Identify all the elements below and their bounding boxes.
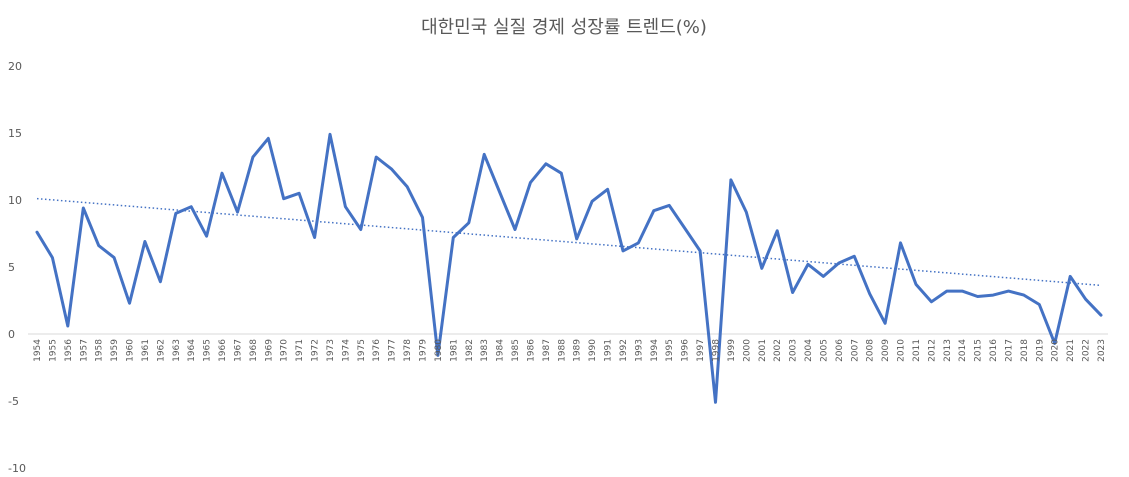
x-tick-label: 1973 (326, 339, 336, 362)
x-tick-label: 2002 (773, 339, 783, 362)
y-tick-label: 20 (8, 60, 22, 73)
y-tick-label: 0 (8, 328, 15, 341)
x-tick-label: 2023 (1097, 339, 1107, 362)
x-tick-label: 1967 (233, 339, 243, 362)
x-tick-label: 2017 (1004, 339, 1014, 362)
x-tick-label: 2020 (1051, 339, 1061, 362)
x-tick-label: 2000 (742, 339, 752, 362)
x-tick-label: 1964 (187, 339, 197, 362)
x-tick-label: 2016 (989, 339, 999, 362)
x-tick-label: 2019 (1035, 339, 1045, 362)
x-tick-label: 1970 (280, 339, 290, 362)
x-tick-label: 2003 (789, 339, 799, 362)
x-tick-label: 1982 (465, 339, 475, 362)
x-tick-label: 1961 (141, 339, 151, 362)
chart-title: 대한민국 실질 경제 성장률 트렌드(%) (421, 17, 707, 38)
x-tick-label: 2010 (897, 339, 907, 362)
x-tick-label: 1955 (48, 339, 58, 362)
x-tick-label: 2022 (1082, 339, 1092, 362)
x-tick-label: 1960 (126, 339, 136, 362)
x-tick-label: 1974 (341, 339, 351, 362)
x-tick-label: 1976 (372, 339, 382, 362)
x-tick-label: 2011 (912, 339, 922, 362)
x-tick-label: 1962 (156, 339, 166, 362)
x-tick-label: 1979 (419, 339, 429, 362)
x-tick-label: 2015 (974, 339, 984, 362)
x-tick-label: 1959 (110, 339, 120, 362)
x-tick-label: 2018 (1020, 339, 1030, 362)
x-tick-label: 1995 (665, 339, 675, 362)
x-tick-label: 1966 (218, 339, 228, 362)
x-tick-label: 2009 (881, 339, 891, 362)
y-tick-label: -5 (8, 395, 19, 408)
series-line (35, 132, 1103, 404)
x-tick-label: 1975 (357, 339, 367, 362)
x-tick-label: 1954 (33, 339, 43, 362)
x-tick-label: 1994 (650, 339, 660, 362)
x-tick-label: 1978 (403, 339, 413, 362)
x-tick-label: 1957 (79, 339, 89, 362)
x-tick-label: 1963 (172, 339, 182, 362)
x-tick-label: 1972 (311, 339, 321, 362)
x-tick-label: 2007 (850, 339, 860, 362)
x-tick-label: 1997 (696, 339, 706, 362)
x-tick-label: 1958 (95, 339, 105, 362)
x-tick-label: 1987 (542, 339, 552, 362)
x-tick-label: 1989 (573, 339, 583, 362)
x-tick-label: 1971 (295, 339, 305, 362)
x-tick-label: 1956 (64, 339, 74, 362)
x-tick-label: 1980 (434, 339, 444, 362)
x-axis-ticks: 1954 1955 1956 1957 1958 1959 1960 1961 1962 1963… (33, 339, 1107, 362)
series-group (35, 132, 1103, 404)
x-tick-label: 1991 (604, 339, 614, 362)
y-tick-label: 15 (8, 127, 22, 140)
y-axis-ticks: -10 -5 0 5 10 15 20 (8, 60, 26, 475)
x-tick-label: 1999 (727, 339, 737, 362)
x-tick-label: 1965 (203, 339, 213, 362)
x-tick-label: 1992 (619, 339, 629, 362)
x-tick-label: 1984 (496, 339, 506, 362)
x-tick-label: 2005 (819, 339, 829, 362)
x-tick-label: 1988 (557, 339, 567, 362)
x-tick-label: 2004 (804, 339, 814, 362)
x-tick-label: 2001 (758, 339, 768, 362)
x-tick-label: 2014 (958, 339, 968, 362)
x-tick-label: 1969 (264, 339, 274, 362)
x-tick-label: 1990 (588, 339, 598, 362)
y-tick-label: 5 (8, 261, 15, 274)
x-tick-label: 1985 (511, 339, 521, 362)
x-tick-label: 1981 (449, 339, 459, 362)
x-tick-label: 2013 (943, 339, 953, 362)
x-tick-label: 2006 (835, 339, 845, 362)
x-tick-label: 2021 (1066, 339, 1076, 362)
x-tick-label: 1968 (249, 339, 259, 362)
y-tick-label: 10 (8, 194, 22, 207)
x-tick-label: 1986 (526, 339, 536, 362)
x-tick-label: 1977 (388, 339, 398, 362)
x-tick-label: 2008 (866, 339, 876, 362)
x-tick-label: 1998 (711, 339, 721, 362)
x-tick-label: 1983 (480, 339, 490, 362)
x-tick-label: 1993 (634, 339, 644, 362)
y-tick-label: -10 (8, 462, 26, 475)
x-tick-label: 1996 (681, 339, 691, 362)
x-tick-label: 2012 (927, 339, 937, 362)
